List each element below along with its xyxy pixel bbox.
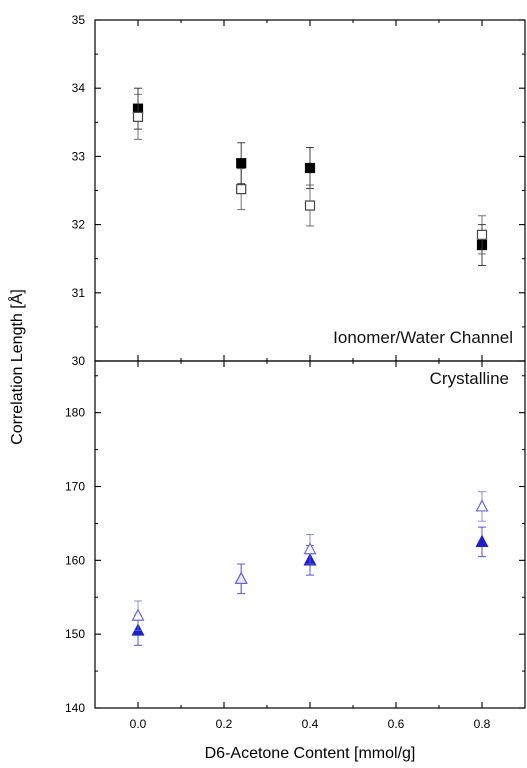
bottom-y-tick-label: 170: [65, 480, 85, 494]
bottom-x-ticks: 0.0 0.2 0.4 0.6 0.8: [130, 361, 526, 731]
top-panel: 30 31 32 33 34 35 Ionomer/Water Channel: [72, 13, 526, 368]
panel-label-ionomer: Ionomer/Water Channel: [333, 328, 513, 347]
x-tick-label: 0.8: [474, 717, 491, 731]
x-tick-label: 0.6: [388, 717, 405, 731]
top-x-ticks: [137, 20, 526, 361]
top-y-tick-label: 30: [72, 354, 86, 368]
bottom-y-tick-label: 140: [65, 701, 85, 715]
x-axis-title: D6-Acetone Content [mmol/g]: [205, 745, 416, 762]
top-y-tick-label: 33: [72, 149, 86, 163]
data-point-square: [236, 184, 247, 195]
top-y-tick-label: 31: [72, 286, 86, 300]
data-point-triangle: [303, 541, 317, 555]
top-y-ticks: 30 31 32 33 34 35: [72, 13, 525, 368]
bottom-y-tick-label: 160: [65, 553, 85, 567]
bottom-panel: 140 150 160 170 180 0.0 0.2 0.4 0.6 0.8 Crystall…: [65, 360, 526, 731]
top-y-tick-label: 32: [72, 218, 86, 232]
bottom-y-tick-label: 150: [65, 627, 85, 641]
data-point-square: [476, 229, 488, 240]
data-point-square: [304, 162, 316, 174]
data-point-triangle: [475, 499, 489, 512]
data-point-triangle: [234, 571, 248, 584]
top-data-marks: [132, 87, 488, 267]
data-point-triangle: [131, 608, 145, 621]
top-y-tick-label: 35: [72, 13, 86, 27]
bottom-y-tick-label: 180: [65, 406, 85, 420]
data-point-square: [236, 158, 247, 169]
bottom-data-marks: [131, 491, 489, 646]
data-point-triangle: [475, 534, 489, 547]
x-tick-label: 0.0: [130, 717, 147, 731]
x-tick-label: 0.2: [216, 717, 233, 731]
bottom-y-ticks: 140 150 160 170 180: [65, 375, 525, 715]
panel-label-crystalline: Crystalline: [430, 369, 509, 388]
top-y-tick-label: 34: [72, 81, 86, 95]
x-tick-label: 0.4: [302, 717, 319, 731]
data-point-square: [304, 200, 316, 211]
y-axis-title: Correlation Length [Å]: [7, 289, 26, 445]
data-point-square: [132, 111, 144, 122]
